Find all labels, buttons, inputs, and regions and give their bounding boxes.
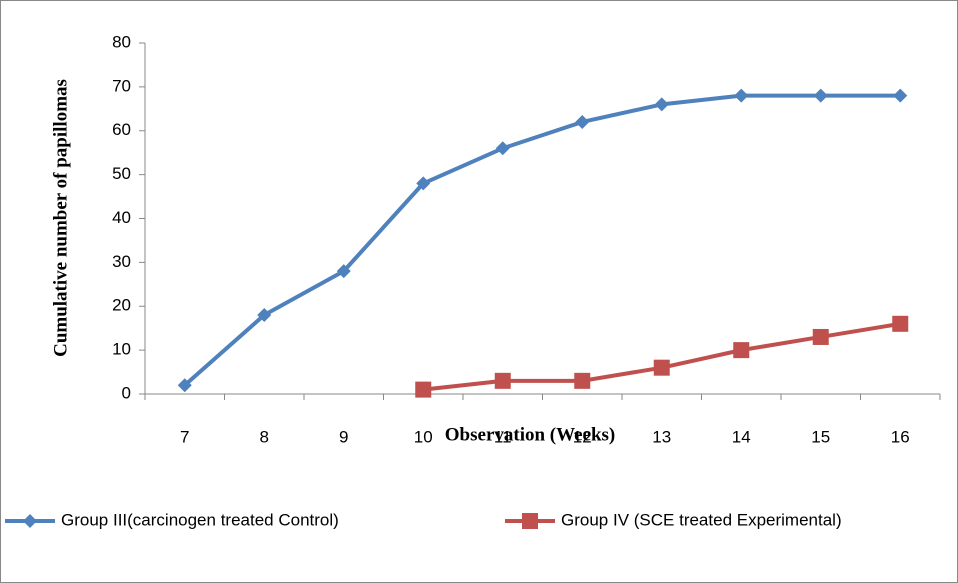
legend-marker: [522, 513, 538, 529]
x-tick-label: 12: [573, 427, 592, 446]
data-point: [177, 378, 192, 393]
y-tick-label: 20: [112, 296, 131, 315]
x-tick-label: 14: [732, 427, 751, 446]
x-tick-label: 11: [494, 427, 512, 446]
data-point: [574, 372, 591, 389]
x-tick-label: 10: [414, 427, 433, 446]
y-tick-label: 50: [112, 164, 131, 183]
series-line: [183, 93, 901, 387]
data-point: [893, 88, 908, 103]
x-tick-label: 13: [652, 427, 671, 446]
y-axis-title: Cumulative number of papillomas: [50, 79, 71, 357]
data-point: [654, 97, 669, 112]
data-point: [494, 372, 511, 389]
data-point: [733, 342, 750, 359]
y-tick-label: 80: [112, 32, 131, 51]
x-tick-label: 7: [180, 427, 189, 446]
data-point: [813, 88, 828, 103]
legend-marker: [23, 514, 37, 528]
x-tick-label: 9: [339, 427, 348, 446]
y-tick-label: 0: [122, 383, 131, 402]
y-tick-label: 30: [112, 252, 131, 271]
data-point: [575, 114, 590, 129]
data-point: [415, 381, 432, 398]
x-axis-title: Observation (Weeks): [445, 424, 615, 445]
data-point: [892, 315, 909, 332]
legend-label: Group IV (SCE treated Experimental): [561, 510, 842, 529]
y-tick-label: 60: [112, 120, 131, 139]
y-tick-label: 40: [112, 208, 131, 227]
data-point: [336, 264, 351, 279]
data-point: [653, 359, 670, 376]
y-tick-label: 70: [112, 76, 131, 95]
data-point: [495, 141, 510, 156]
x-tick-label: 16: [891, 427, 910, 446]
data-point: [812, 328, 829, 345]
data-point: [257, 308, 272, 323]
data-point: [734, 88, 749, 103]
data-point: [416, 176, 431, 191]
x-tick-label: 8: [260, 427, 269, 446]
x-tick-label: 15: [811, 427, 830, 446]
legend-label: Group III(carcinogen treated Control): [61, 510, 339, 529]
y-tick-label: 10: [112, 340, 131, 359]
